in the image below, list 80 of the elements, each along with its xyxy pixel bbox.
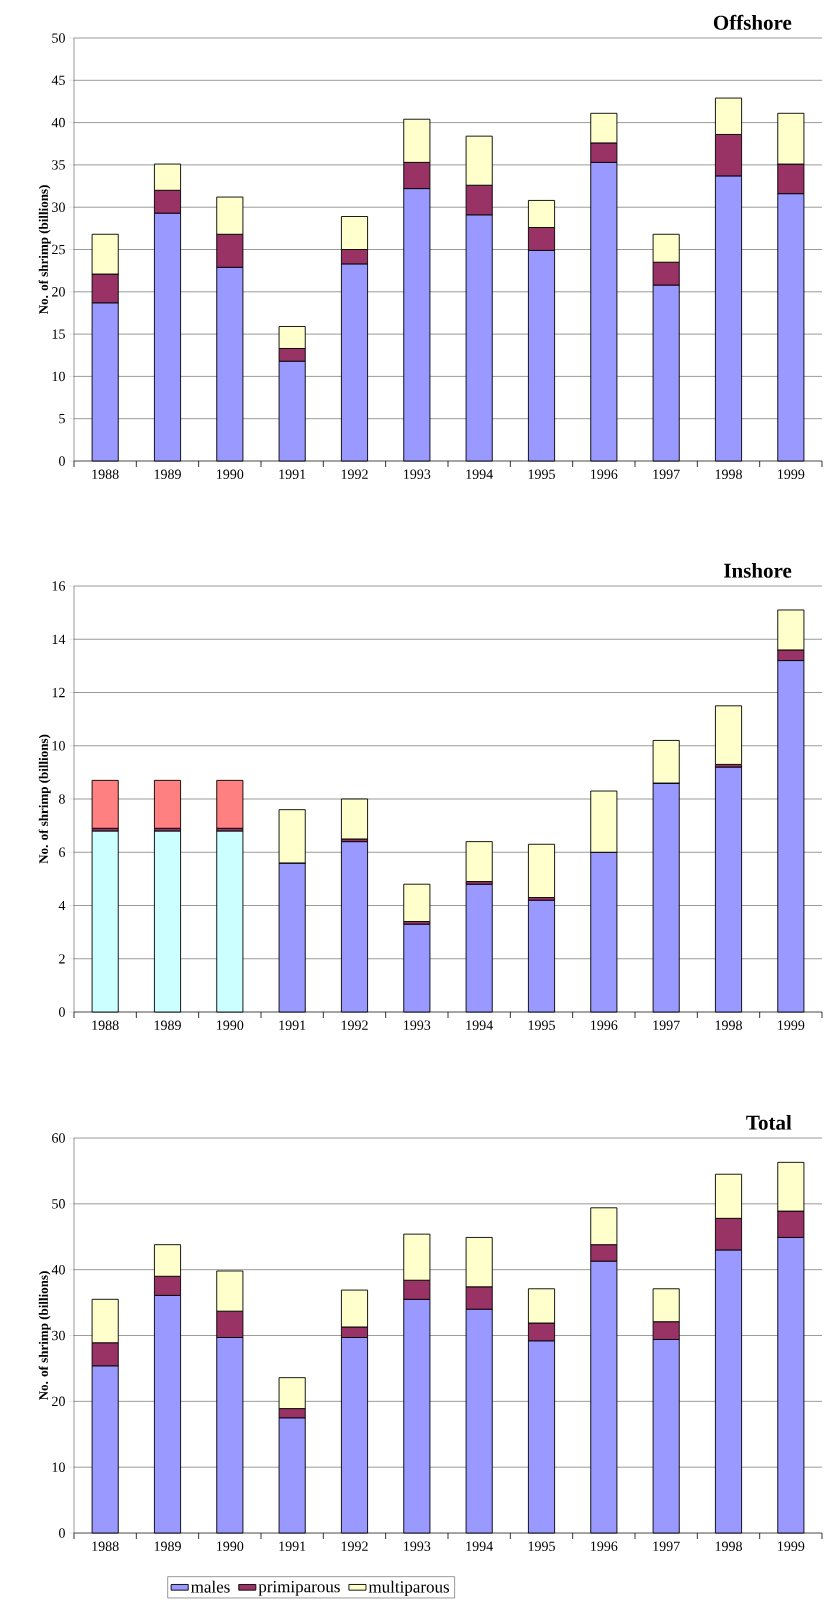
x-tick-label: 1990 xyxy=(217,469,244,479)
y-tick-label: 50 xyxy=(52,1199,65,1209)
x-tick-label: 1988 xyxy=(92,469,119,479)
y-tick-label: 0 xyxy=(59,1528,65,1538)
y-tick-label: 50 xyxy=(52,33,65,43)
x-tick-label: 1994 xyxy=(466,1020,493,1030)
y-tick-label: 10 xyxy=(52,741,65,751)
y-tick-label: 25 xyxy=(52,244,65,255)
x-tick-label: 1997 xyxy=(653,1020,680,1030)
x-tick-label: 1994 xyxy=(466,469,493,479)
bar xyxy=(527,843,556,898)
y-tick-label: 8 xyxy=(59,794,65,804)
y-tick-label: 14 xyxy=(52,634,66,644)
x-tick-label: 1995 xyxy=(528,469,555,479)
bar xyxy=(216,779,244,829)
x-tick-label: 1991 xyxy=(279,1541,306,1551)
x-tick-label: 1998 xyxy=(715,1541,742,1551)
y-tick-label: 20 xyxy=(52,287,65,297)
x-tick-label: 1990 xyxy=(217,1020,244,1030)
y-tick-label: 6 xyxy=(59,847,66,857)
bar xyxy=(340,798,369,840)
y-tick-label: 60 xyxy=(52,1133,65,1143)
legend-label: primiparous xyxy=(258,1580,340,1596)
x-tick-label: 1988 xyxy=(92,1020,119,1030)
bar xyxy=(714,705,743,765)
y-tick-label: 10 xyxy=(52,1462,65,1472)
y-tick-label: 30 xyxy=(52,202,65,212)
y-tick-label: 16 xyxy=(52,581,66,591)
x-tick-label: 1994 xyxy=(466,1541,493,1551)
x-tick-label: 1993 xyxy=(404,1541,431,1551)
y-tick-label: 30 xyxy=(52,1330,65,1341)
x-tick-label: 1992 xyxy=(341,1541,368,1551)
x-tick-label: 1995 xyxy=(528,1020,555,1030)
y-tick-label: 4 xyxy=(58,900,66,911)
y-tick-label: 15 xyxy=(52,329,65,339)
bar xyxy=(153,779,182,829)
x-tick-label: 1998 xyxy=(715,469,742,479)
y-tick-label: 40 xyxy=(51,1264,65,1275)
y-tick-label: 40 xyxy=(51,117,65,128)
legend-label: males xyxy=(191,1580,230,1593)
chart-title: Inshore xyxy=(724,563,792,578)
x-tick-label: 1996 xyxy=(591,1020,618,1030)
x-tick-label: 1999 xyxy=(778,469,805,479)
x-tick-label: 1988 xyxy=(92,1541,119,1551)
y-axis-title: No. of shrimp (billions) xyxy=(38,185,51,315)
y-axis-title: No. of shrimp (billions) xyxy=(38,1271,51,1401)
y-axis-title: No. of shrimp (billions) xyxy=(38,734,51,864)
x-tick-label: 1989 xyxy=(154,1541,181,1551)
y-tick-label: 35 xyxy=(52,160,65,170)
x-tick-label: 1996 xyxy=(591,1541,618,1551)
bar xyxy=(91,779,119,829)
x-tick-label: 1991 xyxy=(279,469,306,479)
x-tick-label: 1995 xyxy=(528,1541,555,1551)
x-tick-label: 1989 xyxy=(154,1020,181,1030)
y-tick-label: 2 xyxy=(59,954,65,964)
x-tick-label: 1989 xyxy=(154,469,181,479)
y-tick-label: 20 xyxy=(52,1396,65,1407)
y-tick-label: 10 xyxy=(52,371,65,382)
y-tick-label: 45 xyxy=(51,75,65,85)
x-tick-label: 1998 xyxy=(715,1020,742,1030)
legend-label: multiparous xyxy=(368,1580,450,1597)
x-tick-label: 1997 xyxy=(653,469,680,479)
bar xyxy=(403,883,431,922)
x-tick-label: 1997 xyxy=(653,1541,680,1551)
x-tick-label: 1992 xyxy=(341,1020,368,1030)
bar xyxy=(465,841,493,882)
x-tick-label: 1999 xyxy=(778,1020,805,1030)
y-tick-label: 5 xyxy=(59,414,65,424)
chart-title: Offshore xyxy=(713,14,792,30)
x-tick-label: 1996 xyxy=(591,469,618,479)
y-tick-label: 0 xyxy=(59,456,65,466)
x-tick-label: 1992 xyxy=(341,469,368,479)
x-tick-label: 1993 xyxy=(404,1020,431,1030)
y-tick-label: 0 xyxy=(59,1007,65,1017)
chart-title: Total xyxy=(746,1115,792,1130)
x-tick-label: 1990 xyxy=(217,1541,244,1551)
x-tick-label: 1993 xyxy=(404,469,431,479)
y-tick-label: 12 xyxy=(52,687,65,698)
x-tick-label: 1991 xyxy=(279,1020,306,1030)
x-tick-label: 1999 xyxy=(778,1541,805,1551)
